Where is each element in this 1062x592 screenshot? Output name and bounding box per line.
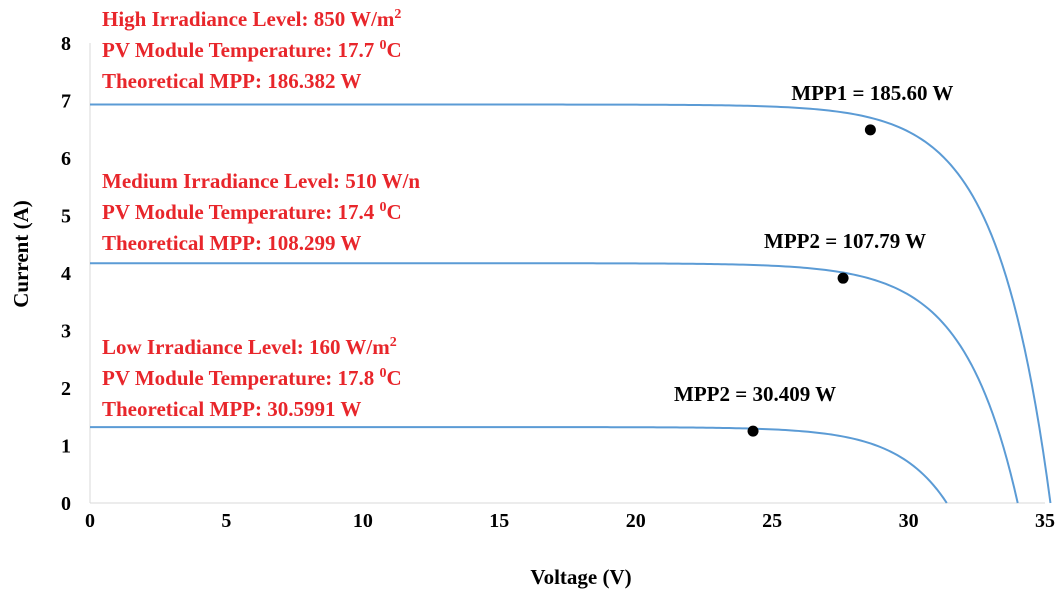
annotation-line: PV Module Temperature: 17.8 0C — [102, 366, 402, 390]
x-tick-label: 35 — [1035, 510, 1055, 532]
y-tick-label: 3 — [61, 321, 71, 343]
iv-curve-1 — [90, 103, 1052, 504]
x-tick-label: 0 — [85, 510, 95, 532]
mpp-markers: MPP1 = 185.60 W MPP2 = 107.79 W MPP2 = 30.… — [674, 81, 953, 437]
x-axis-label: Voltage (V) — [530, 565, 631, 589]
x-tick-label: 5 — [221, 510, 231, 532]
mpp-point-1 — [864, 124, 876, 136]
y-tick-label: 2 — [61, 378, 71, 400]
x-tick-label: 30 — [899, 510, 919, 532]
annotation-line: Theoretical MPP: 30.5991 W — [102, 397, 361, 421]
mpp-label-3: MPP2 = 30.409 W — [674, 382, 836, 406]
annotation-line: Low Irradiance Level: 160 W/m2 — [102, 335, 397, 359]
curves — [90, 103, 1052, 504]
annotation-line: PV Module Temperature: 17.7 0C — [102, 38, 402, 62]
y-tick-label: 6 — [61, 148, 71, 170]
mpp-point-2 — [837, 272, 849, 284]
iv-curve-2 — [90, 262, 1019, 504]
mpp-point-3 — [747, 425, 759, 437]
x-tick-label: 25 — [762, 510, 782, 532]
annotation-line: Theoretical MPP: 108.299 W — [102, 231, 361, 255]
tick-labels: 0 5 10 15 20 25 30 35 0 1 2 3 4 5 6 7 8 — [61, 33, 1055, 532]
x-tick-label: 15 — [489, 510, 509, 532]
iv-curve-3 — [90, 426, 948, 504]
y-axis-label: Current (A) — [9, 200, 33, 308]
annotation-line: Medium Irradiance Level: 510 W/n — [102, 169, 420, 193]
mpp-label-1: MPP1 = 185.60 W — [791, 81, 953, 105]
y-tick-label: 8 — [61, 33, 71, 55]
y-tick-label: 7 — [61, 91, 71, 113]
y-tick-label: 4 — [61, 263, 71, 285]
y-tick-label: 0 — [61, 493, 71, 515]
mpp-label-2: MPP2 = 107.79 W — [764, 229, 926, 253]
annotation-line: High Irradiance Level: 850 W/m2 — [102, 7, 401, 31]
axes — [89, 43, 1045, 504]
y-tick-label: 1 — [61, 436, 71, 458]
annotations: High Irradiance Level: 850 W/m2 PV Module… — [102, 7, 420, 421]
annotation-line: Theoretical MPP: 186.382 W — [102, 69, 361, 93]
y-tick-label: 5 — [61, 206, 71, 228]
x-tick-label: 10 — [353, 510, 373, 532]
annotation-line: PV Module Temperature: 17.4 0C — [102, 200, 402, 224]
x-tick-label: 20 — [626, 510, 646, 532]
